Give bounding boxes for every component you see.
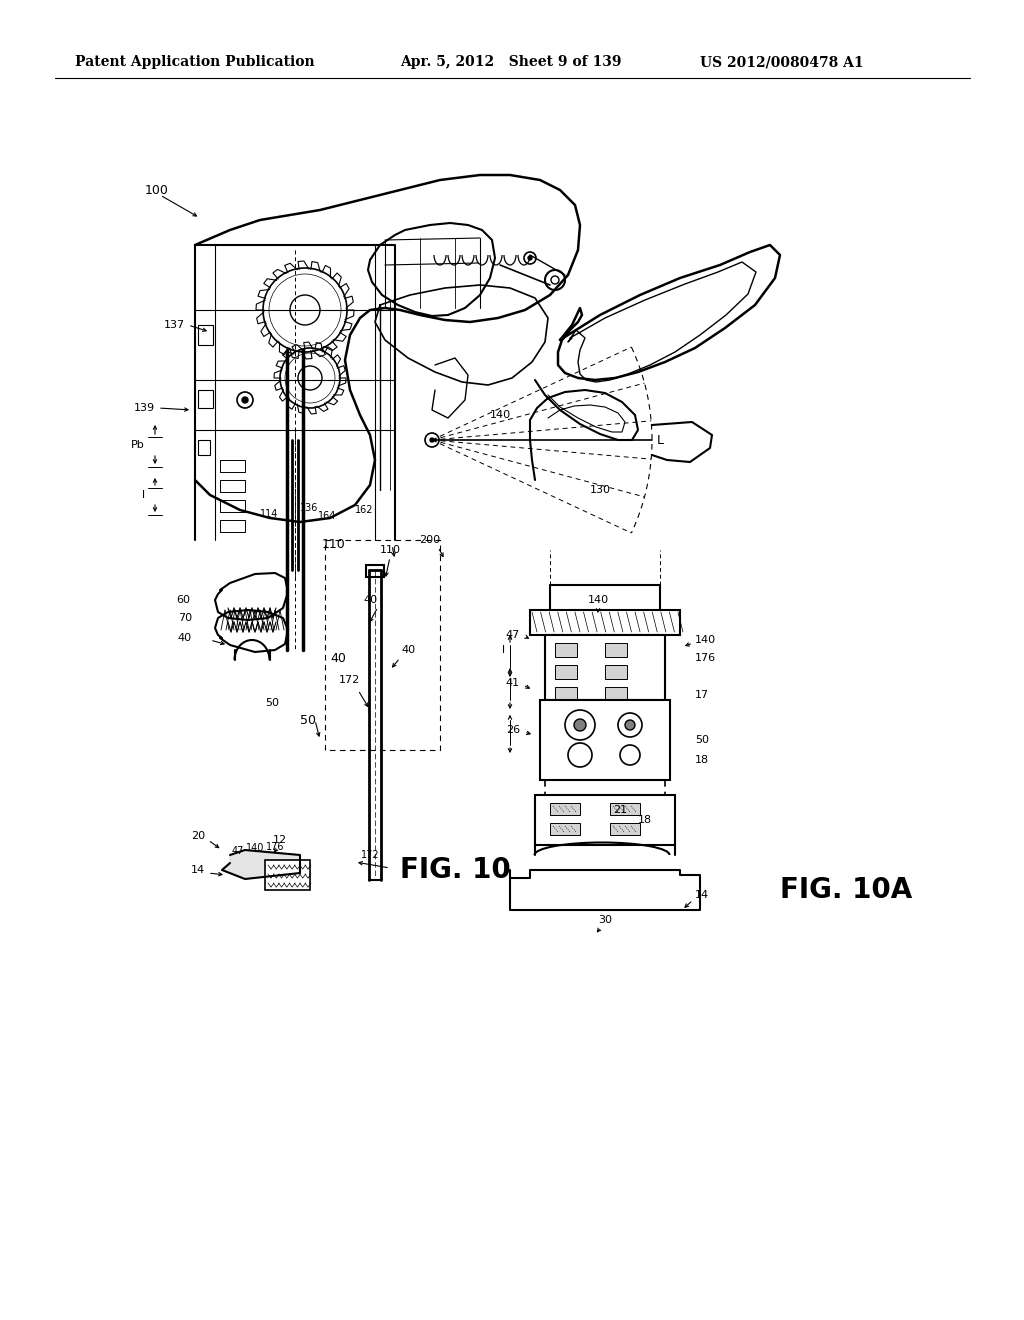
Bar (198, 325, 213, 345)
Text: 18: 18 (638, 814, 652, 825)
Text: 110: 110 (322, 539, 345, 552)
Bar (550, 803, 580, 814)
Text: 40: 40 (178, 634, 193, 643)
Text: 176: 176 (266, 842, 285, 851)
Bar (535, 795, 675, 845)
Text: 172: 172 (360, 850, 379, 861)
Bar (610, 822, 640, 836)
Text: 140: 140 (695, 635, 716, 645)
Text: 18: 18 (695, 755, 710, 766)
Circle shape (528, 256, 532, 260)
Text: 14: 14 (695, 890, 710, 900)
Text: 14: 14 (190, 865, 205, 875)
Text: 30: 30 (598, 915, 612, 925)
Polygon shape (222, 850, 300, 879)
Text: 70: 70 (178, 612, 193, 623)
Text: 21: 21 (613, 805, 627, 814)
Bar (545, 635, 665, 700)
Text: FIG. 10A: FIG. 10A (780, 876, 912, 904)
Bar (220, 500, 245, 512)
Text: 50: 50 (265, 698, 279, 708)
Text: 40: 40 (401, 645, 415, 655)
Text: 162: 162 (355, 506, 374, 515)
Circle shape (430, 438, 434, 442)
Circle shape (625, 719, 635, 730)
Text: 41: 41 (506, 678, 520, 688)
Bar (265, 861, 310, 890)
Text: 60: 60 (176, 595, 190, 605)
Text: 200: 200 (420, 535, 440, 545)
Text: 17: 17 (695, 690, 710, 700)
Bar (555, 665, 577, 678)
Bar (605, 665, 627, 678)
Bar (605, 686, 627, 701)
Text: 137: 137 (164, 319, 185, 330)
Text: 47: 47 (231, 846, 244, 855)
Text: 140: 140 (489, 411, 511, 420)
Circle shape (242, 397, 248, 403)
Text: 26: 26 (506, 725, 520, 735)
Bar (220, 520, 245, 532)
Bar (220, 459, 245, 473)
Bar (220, 480, 245, 492)
Text: Apr. 5, 2012   Sheet 9 of 139: Apr. 5, 2012 Sheet 9 of 139 (400, 55, 622, 69)
Bar (555, 643, 577, 657)
Text: 139: 139 (134, 403, 155, 413)
Circle shape (551, 276, 559, 284)
Text: 130: 130 (590, 484, 610, 495)
Text: 47: 47 (506, 630, 520, 640)
Text: 172: 172 (339, 675, 360, 685)
Bar (555, 686, 577, 701)
Text: l: l (502, 645, 505, 655)
Bar (325, 540, 440, 750)
Text: 40: 40 (362, 595, 377, 605)
Text: L: L (656, 433, 664, 446)
Text: 110: 110 (380, 545, 401, 554)
Text: l: l (142, 490, 145, 500)
Bar (366, 565, 384, 577)
Text: 114: 114 (260, 510, 278, 519)
Bar (605, 643, 627, 657)
Text: FIG. 10: FIG. 10 (400, 855, 511, 884)
Circle shape (574, 719, 586, 731)
Text: US 2012/0080478 A1: US 2012/0080478 A1 (700, 55, 863, 69)
Text: 12: 12 (273, 836, 287, 845)
Bar (550, 822, 580, 836)
Text: 136: 136 (300, 503, 318, 513)
Text: 50: 50 (695, 735, 709, 744)
Text: 100: 100 (145, 183, 169, 197)
Text: Pb: Pb (131, 440, 145, 450)
Text: 176: 176 (695, 653, 716, 663)
Text: 140: 140 (588, 595, 608, 605)
Text: Patent Application Publication: Patent Application Publication (75, 55, 314, 69)
Text: 50: 50 (300, 714, 316, 726)
Text: 40: 40 (330, 652, 346, 664)
Bar (198, 440, 210, 455)
Bar (610, 803, 640, 814)
Text: 20: 20 (190, 832, 205, 841)
Bar (540, 700, 670, 780)
Bar (198, 389, 213, 408)
Bar (530, 610, 680, 635)
Text: 164: 164 (318, 511, 336, 521)
Text: 140: 140 (246, 843, 264, 853)
